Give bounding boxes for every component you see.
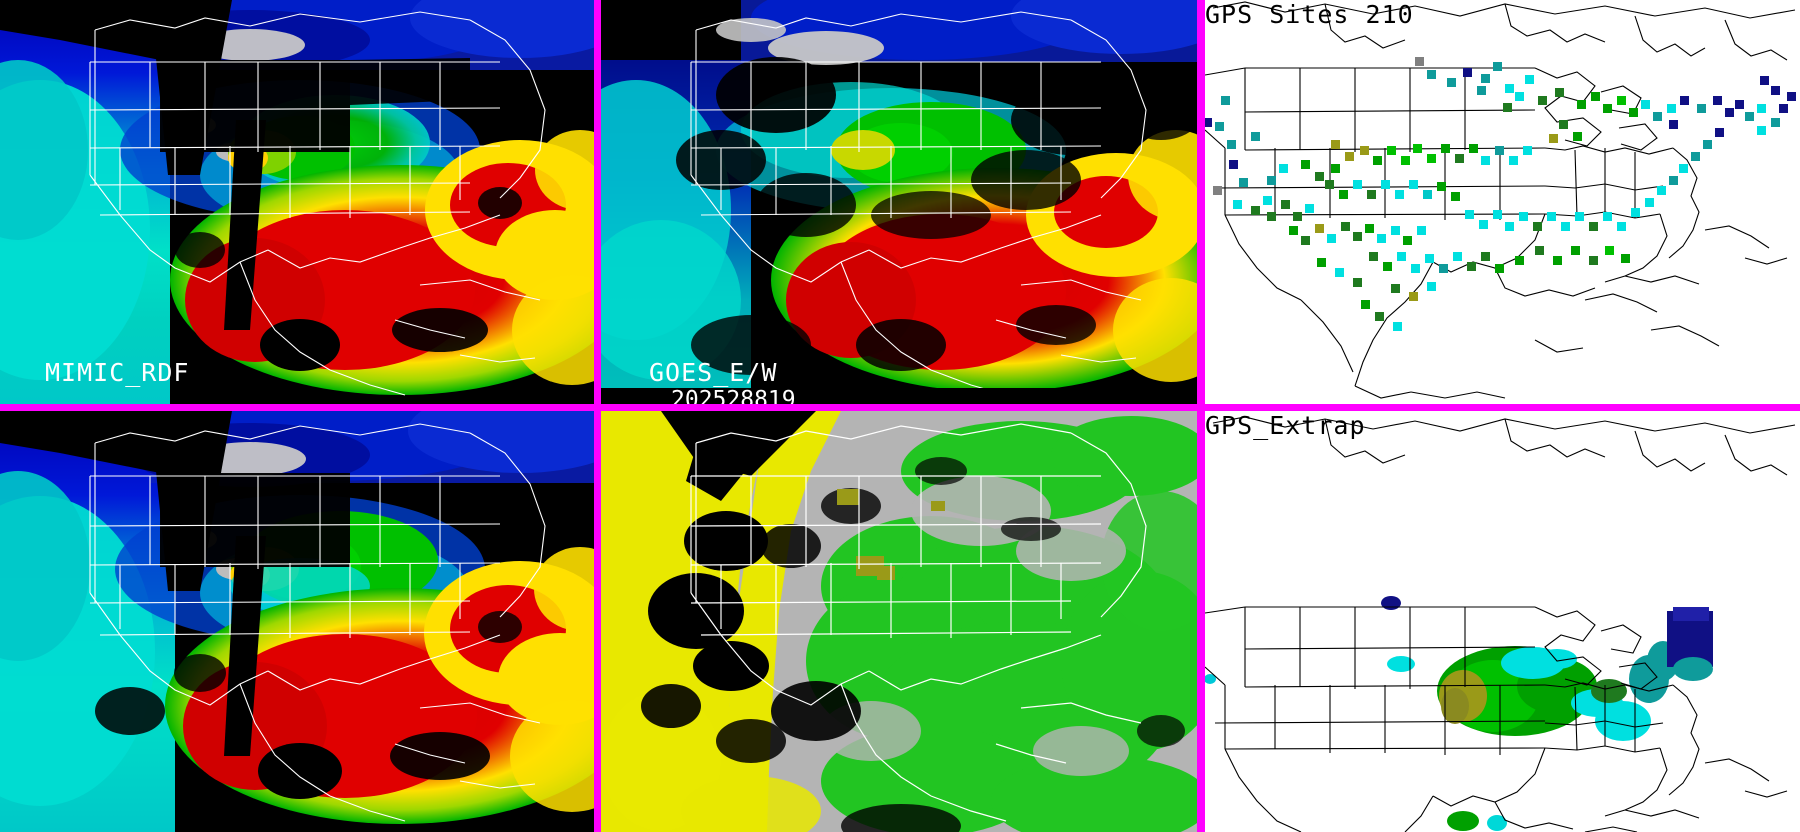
gps-site-markers	[1205, 57, 1796, 331]
btpw-map-outlines	[89, 423, 546, 822]
goes-raster	[601, 0, 1197, 404]
gps-extrap-basemap	[1205, 416, 1796, 832]
btpw-field-svg	[0, 411, 594, 832]
goes-map-outlines	[690, 11, 1147, 396]
mimic-field-svg	[0, 0, 594, 404]
divider-horizontal-center	[601, 404, 1197, 411]
panel-data-source-code[interactable]: Data_Source_Code	[601, 411, 1197, 832]
panel-label-mimic-rdf: MIMIC_RDF	[45, 358, 190, 387]
divider-horizontal-right	[1197, 404, 1800, 411]
panel-label-gps-sites: GPS Sites 210	[1205, 0, 1414, 29]
divider-horizontal-left	[0, 404, 601, 411]
panel-label-gps-extrap: GPS_Extrap	[1205, 411, 1366, 440]
panel-btpw[interactable]: bTPW_2020_42	[0, 411, 594, 832]
divider-vertical-left	[594, 0, 601, 832]
panel-gps-sites[interactable]: GPS Sites 210	[1205, 0, 1800, 404]
gps-extrap-field	[1205, 596, 1713, 831]
dsc-raster	[601, 411, 1197, 832]
panel-gps-extrap[interactable]: GPS_Extrap	[1205, 411, 1800, 832]
panel-mimic-rdf[interactable]: MIMIC_RDF	[0, 0, 594, 404]
mimic-map-outlines	[89, 11, 546, 396]
panel-label-goes-ew: GOES_E/W	[649, 358, 778, 387]
mimic-raster	[0, 0, 594, 404]
panel-goes-ew[interactable]: GOES_E/W	[601, 0, 1197, 404]
btpw-raster	[0, 411, 594, 832]
gps-sites-basemap	[1205, 1, 1796, 399]
dsc-field-svg	[601, 411, 1197, 832]
goes-field-svg	[601, 0, 1197, 404]
dsc-map-outlines	[690, 423, 1147, 822]
divider-vertical-right	[1197, 0, 1205, 832]
